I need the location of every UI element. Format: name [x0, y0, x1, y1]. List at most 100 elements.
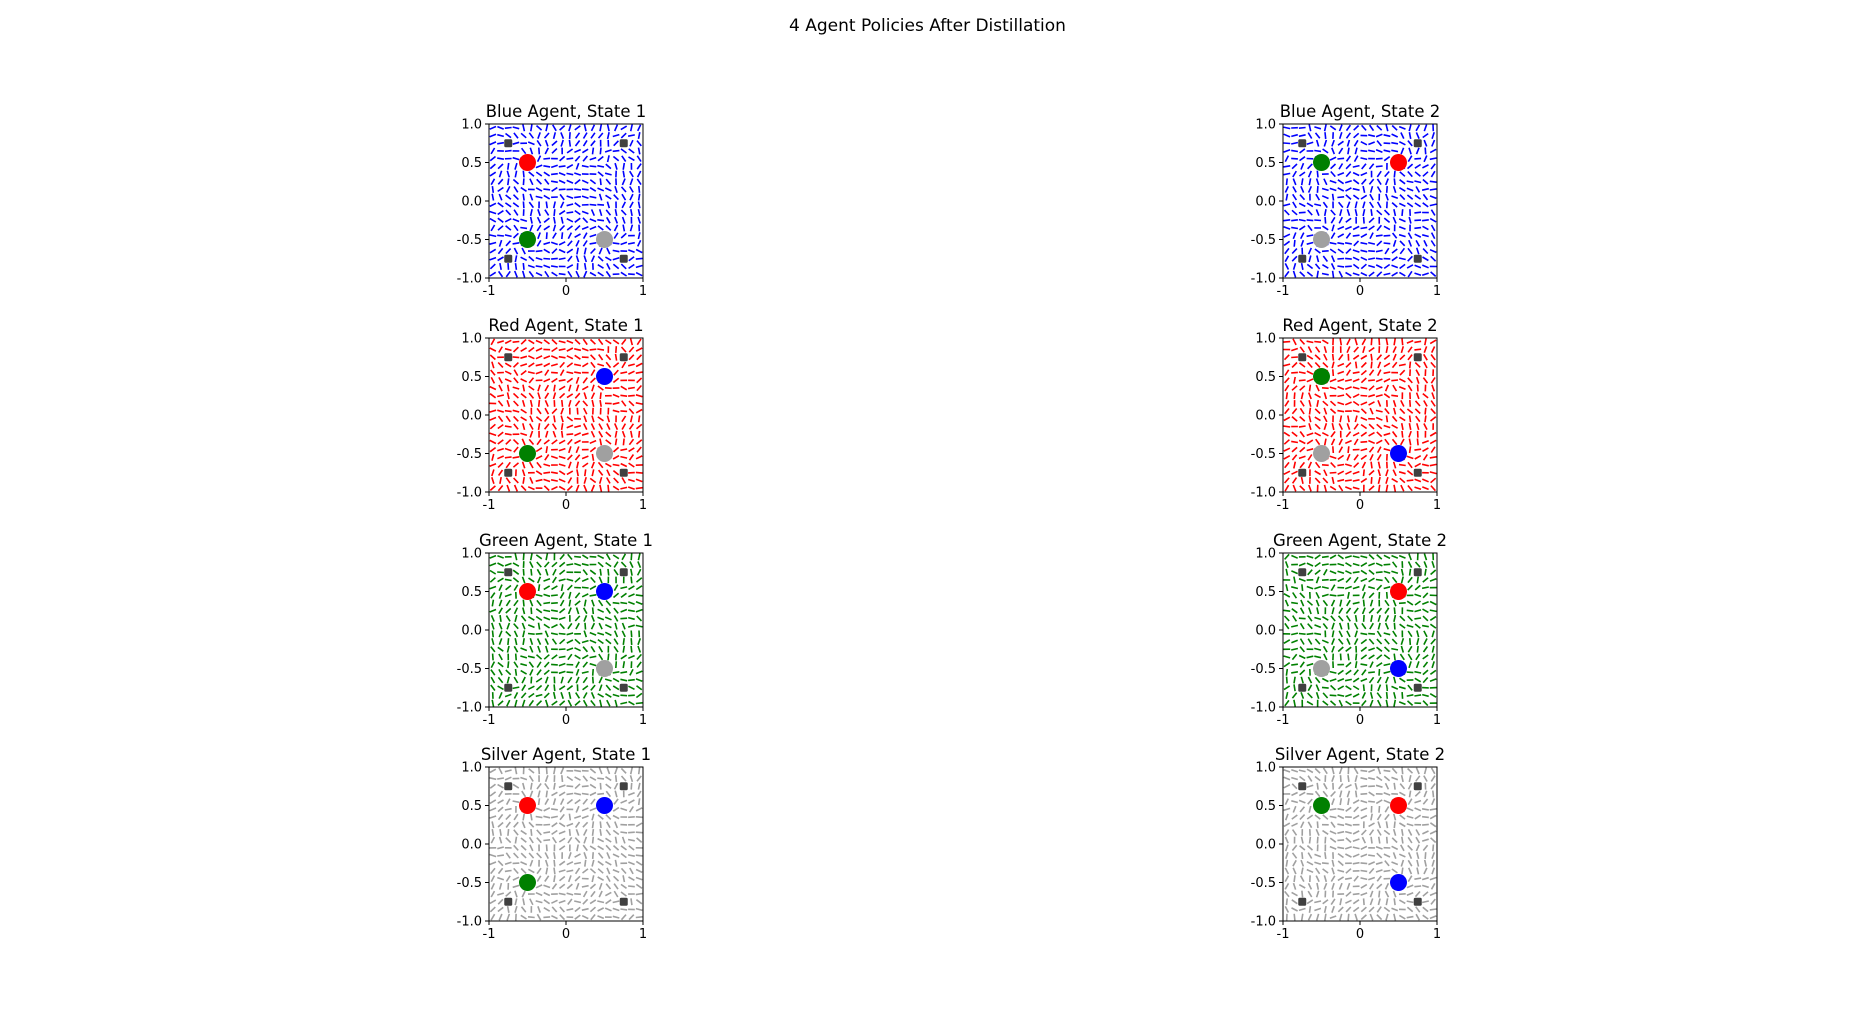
- vector-arrow: [1383, 217, 1391, 224]
- vector-arrow: [1306, 562, 1314, 567]
- vector-arrow: [629, 178, 634, 186]
- vector-arrow: [612, 409, 620, 413]
- vector-arrow: [576, 469, 579, 477]
- vector-arrow: [589, 662, 597, 667]
- vector-arrow: [574, 178, 581, 185]
- vector-arrow: [1407, 384, 1413, 392]
- vector-arrow: [612, 263, 620, 270]
- vector-arrow: [597, 907, 605, 912]
- vector-arrow: [1393, 170, 1396, 178]
- vector-arrow: [1316, 170, 1319, 178]
- vector-arrow: [605, 225, 612, 231]
- vector-arrow: [504, 693, 512, 698]
- vector-arrow: [1285, 676, 1288, 684]
- vector-arrow: [1407, 798, 1413, 806]
- vector-arrow: [1346, 638, 1351, 645]
- vector-arrow: [528, 132, 535, 139]
- vector-arrow: [620, 561, 627, 568]
- vector-arrow: [560, 767, 565, 775]
- vector-arrow: [629, 767, 633, 775]
- vector-arrow: [1414, 348, 1422, 351]
- vector-arrow: [490, 867, 496, 875]
- vector-arrow: [574, 700, 581, 706]
- vector-arrow: [529, 790, 534, 798]
- vector-arrow: [597, 900, 605, 904]
- x-tick-label: 1: [1433, 713, 1441, 728]
- vector-arrow: [1383, 799, 1391, 804]
- vector-arrow: [543, 463, 551, 467]
- vector-arrow: [1385, 898, 1389, 906]
- vector-arrow: [1298, 884, 1306, 889]
- vector-arrow: [1344, 830, 1352, 835]
- vector-arrow: [1330, 438, 1336, 446]
- vector-arrow: [529, 859, 534, 867]
- vector-arrow: [597, 264, 604, 269]
- vector-arrow: [591, 469, 595, 477]
- vector-arrow: [620, 767, 627, 774]
- vector-arrow: [1416, 384, 1419, 392]
- vector-arrow: [1329, 700, 1337, 706]
- vector-arrow: [636, 661, 642, 668]
- vector-arrow: [612, 155, 620, 162]
- vector-arrow: [1385, 484, 1389, 492]
- vector-arrow: [613, 561, 619, 568]
- vector-arrow: [1415, 147, 1420, 155]
- vector-arrow: [560, 132, 565, 139]
- vector-arrow: [1429, 609, 1437, 613]
- x-tick-label: 0: [562, 284, 570, 299]
- vector-arrow: [1422, 132, 1429, 139]
- vector-arrow: [543, 578, 551, 582]
- vector-arrow: [550, 241, 558, 246]
- vector-arrow: [558, 837, 566, 843]
- vector-arrow: [1384, 638, 1390, 645]
- vector-arrow: [574, 225, 581, 231]
- vector-arrow: [545, 767, 548, 775]
- vector-arrow: [537, 584, 541, 592]
- vector-arrow: [1284, 155, 1290, 163]
- vector-arrow: [637, 561, 642, 568]
- vector-arrow: [520, 776, 528, 781]
- vector-arrow: [574, 125, 581, 131]
- vector-arrow: [566, 639, 574, 644]
- vector-arrow: [1362, 615, 1365, 622]
- vector-arrow: [535, 164, 543, 169]
- vector-arrow: [606, 124, 610, 132]
- vector-arrow: [489, 815, 497, 819]
- vector-arrow: [1284, 461, 1290, 469]
- vector-arrow: [589, 218, 597, 223]
- vector-arrow: [1377, 684, 1382, 692]
- vector-arrow: [543, 264, 551, 269]
- vector-arrow: [590, 248, 596, 255]
- vector-arrow: [1400, 638, 1405, 646]
- vector-arrow: [1337, 233, 1345, 238]
- vector-arrow: [1429, 195, 1437, 200]
- vector-arrow: [561, 400, 564, 407]
- vector-arrow: [1430, 400, 1436, 407]
- vector-arrow: [560, 407, 565, 415]
- vector-arrow: [514, 553, 518, 561]
- vector-arrow: [535, 470, 543, 476]
- vector-arrow: [522, 201, 525, 209]
- vector-arrow: [566, 371, 574, 375]
- vector-arrow: [1291, 470, 1298, 475]
- vector-arrow: [1291, 371, 1298, 374]
- vector-arrow: [1322, 477, 1329, 484]
- vector-arrow: [1338, 699, 1343, 707]
- vector-arrow: [505, 415, 511, 423]
- vector-arrow: [561, 232, 564, 240]
- vector-arrow: [1353, 240, 1360, 247]
- vector-arrow: [1385, 338, 1389, 346]
- vector-arrow: [627, 854, 635, 857]
- vector-arrow: [1284, 844, 1289, 852]
- vector-arrow: [1344, 585, 1352, 590]
- vector-arrow: [1299, 148, 1306, 154]
- vector-arrow: [582, 139, 588, 147]
- vector-arrow: [605, 607, 611, 614]
- vector-arrow: [637, 132, 641, 140]
- vector-arrow: [543, 225, 551, 231]
- vector-arrow: [612, 693, 620, 698]
- vector-arrow: [622, 162, 626, 170]
- vector-arrow: [628, 462, 635, 468]
- vector-arrow: [522, 638, 525, 646]
- vector-arrow: [589, 776, 597, 781]
